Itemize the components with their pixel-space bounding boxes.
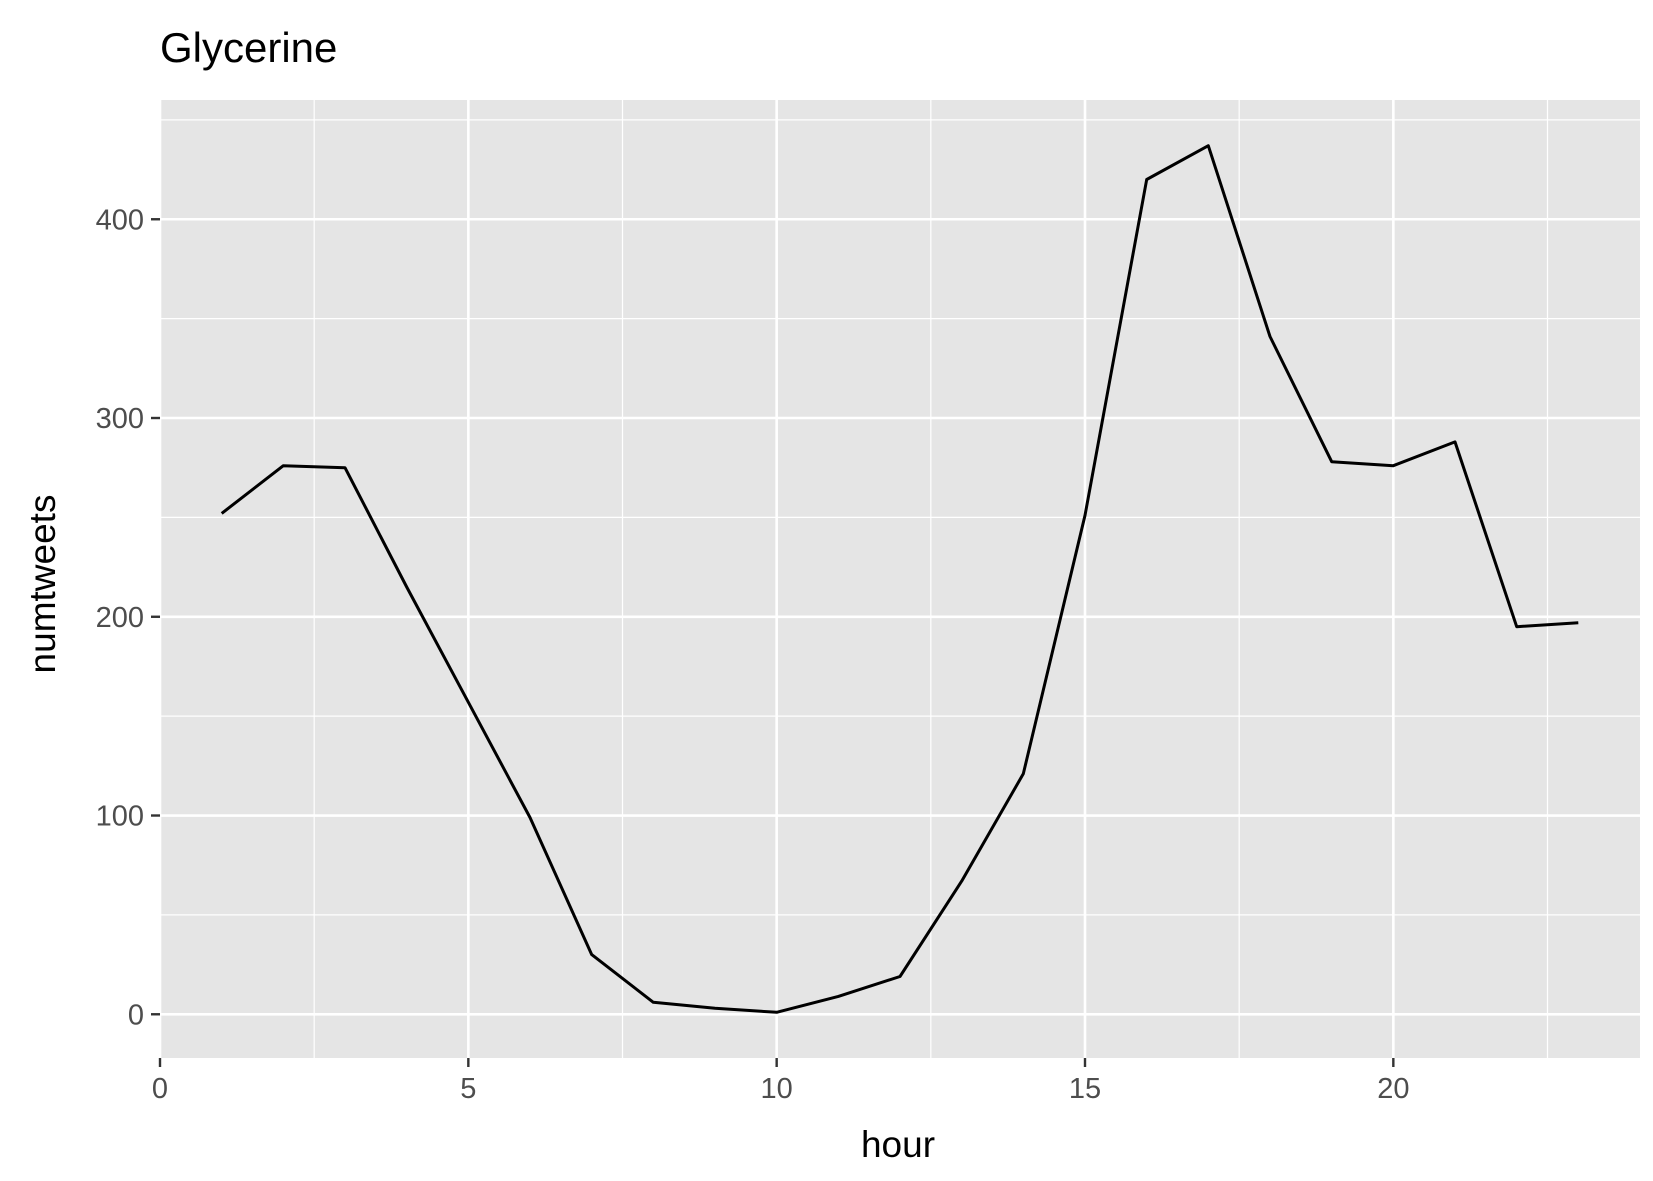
y-tick-label: 0 [128, 999, 144, 1031]
y-tick-label: 400 [96, 204, 144, 236]
series-line [220, 144, 1579, 1014]
x-axis: 0 5 10 15 20 [152, 1058, 1409, 1105]
x-axis-title: hour [861, 1124, 935, 1165]
series-layer [220, 144, 1579, 1014]
x-tick-label: 0 [152, 1073, 168, 1105]
y-tick-label: 100 [96, 801, 144, 833]
y-tick-label: 200 [96, 602, 144, 634]
x-tick-label: 20 [1377, 1073, 1409, 1105]
major-gridlines [158, 100, 1640, 1058]
x-tick-label: 15 [1069, 1073, 1101, 1105]
chart-title: Glycerine [160, 24, 337, 71]
y-axis: 0 100 200 300 400 [96, 204, 160, 1031]
y-tick-label: 300 [96, 403, 144, 435]
y-axis-title: numtweets [22, 495, 63, 674]
x-tick-label: 5 [460, 1073, 476, 1105]
x-tick-label: 10 [761, 1073, 793, 1105]
